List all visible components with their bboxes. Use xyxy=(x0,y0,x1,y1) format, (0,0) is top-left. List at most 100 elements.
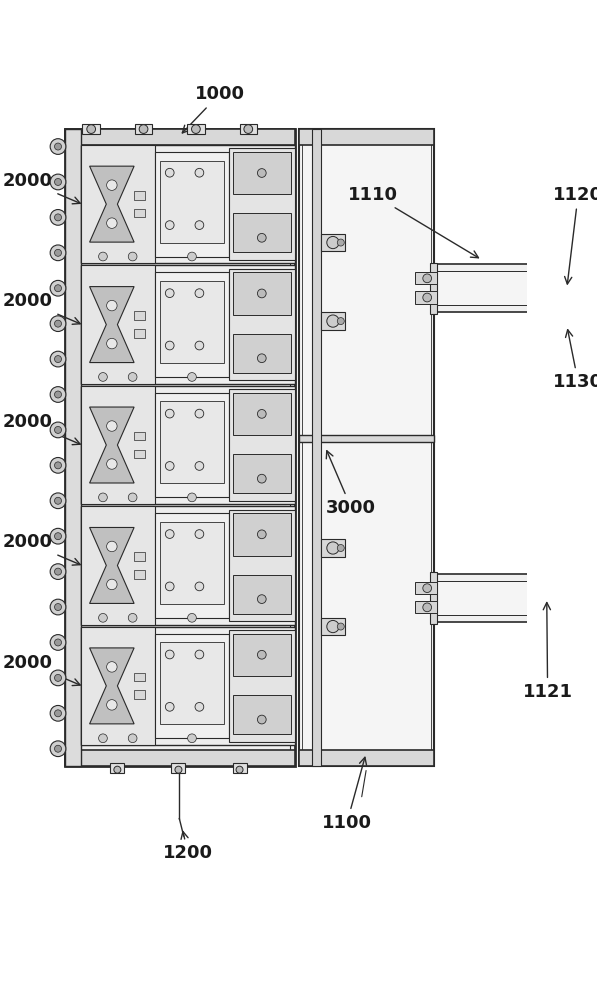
Bar xyxy=(160,642,224,724)
Circle shape xyxy=(50,670,66,686)
Circle shape xyxy=(257,474,266,483)
Circle shape xyxy=(537,576,556,596)
Polygon shape xyxy=(90,527,134,603)
Circle shape xyxy=(537,289,556,308)
Bar xyxy=(134,690,144,699)
Bar xyxy=(69,133,290,762)
Circle shape xyxy=(423,603,432,612)
Circle shape xyxy=(54,249,61,256)
Bar xyxy=(110,763,124,773)
Circle shape xyxy=(257,530,266,539)
Circle shape xyxy=(50,493,66,509)
Bar xyxy=(134,432,144,440)
Bar xyxy=(160,161,224,243)
Circle shape xyxy=(165,582,174,591)
Circle shape xyxy=(195,530,204,538)
Bar xyxy=(81,145,155,263)
Circle shape xyxy=(107,300,117,311)
Bar xyxy=(81,386,155,504)
Bar xyxy=(81,506,155,625)
Bar xyxy=(534,295,554,300)
Circle shape xyxy=(257,595,266,603)
Bar xyxy=(160,522,224,604)
Circle shape xyxy=(50,174,66,190)
Circle shape xyxy=(543,294,551,303)
Circle shape xyxy=(54,533,61,540)
Circle shape xyxy=(50,528,66,544)
Polygon shape xyxy=(90,407,134,483)
Bar xyxy=(434,271,530,305)
Circle shape xyxy=(54,745,61,752)
Bar xyxy=(564,254,570,323)
Circle shape xyxy=(54,285,61,292)
Circle shape xyxy=(327,620,339,633)
Circle shape xyxy=(236,766,243,773)
Circle shape xyxy=(187,613,196,622)
Circle shape xyxy=(107,700,117,710)
Circle shape xyxy=(50,351,66,367)
Circle shape xyxy=(165,168,174,177)
Circle shape xyxy=(327,236,339,249)
Circle shape xyxy=(537,267,556,286)
Bar xyxy=(430,572,437,624)
Polygon shape xyxy=(90,648,134,724)
Bar xyxy=(530,564,564,633)
Circle shape xyxy=(327,542,339,554)
Circle shape xyxy=(337,623,344,630)
Circle shape xyxy=(107,579,117,590)
Circle shape xyxy=(195,650,204,659)
Bar xyxy=(81,145,294,263)
Text: 1121: 1121 xyxy=(522,603,573,701)
Bar xyxy=(134,329,144,338)
Circle shape xyxy=(543,604,551,613)
Circle shape xyxy=(165,650,174,659)
Bar xyxy=(155,152,229,257)
Circle shape xyxy=(195,168,204,177)
Circle shape xyxy=(54,568,61,575)
Text: 2000: 2000 xyxy=(2,533,80,565)
Circle shape xyxy=(257,233,266,242)
Circle shape xyxy=(128,252,137,261)
Circle shape xyxy=(128,734,137,743)
Bar xyxy=(299,750,434,766)
Bar xyxy=(233,454,291,493)
Bar xyxy=(65,129,294,145)
Circle shape xyxy=(107,421,117,431)
Circle shape xyxy=(87,125,96,133)
Circle shape xyxy=(54,710,61,717)
Circle shape xyxy=(54,391,61,398)
Circle shape xyxy=(107,459,117,469)
Bar xyxy=(321,618,345,635)
Bar xyxy=(134,450,144,458)
Circle shape xyxy=(54,356,61,363)
Circle shape xyxy=(165,221,174,229)
Circle shape xyxy=(423,293,432,302)
Bar xyxy=(134,311,144,320)
Bar xyxy=(81,506,294,625)
Bar xyxy=(321,539,345,557)
Circle shape xyxy=(195,582,204,591)
Circle shape xyxy=(195,341,204,350)
Circle shape xyxy=(337,318,344,325)
Circle shape xyxy=(50,457,66,473)
Bar xyxy=(81,386,294,504)
Bar xyxy=(171,763,186,773)
Bar xyxy=(134,673,144,681)
Circle shape xyxy=(50,635,66,650)
Circle shape xyxy=(327,315,339,327)
Bar xyxy=(434,264,530,312)
Circle shape xyxy=(187,252,196,261)
Text: 3000: 3000 xyxy=(326,451,376,517)
Circle shape xyxy=(114,766,121,773)
Circle shape xyxy=(337,545,344,551)
Bar xyxy=(134,191,144,200)
Circle shape xyxy=(50,245,66,261)
Circle shape xyxy=(107,338,117,349)
Circle shape xyxy=(192,125,200,133)
Text: 2000: 2000 xyxy=(2,413,80,445)
Circle shape xyxy=(107,541,117,552)
Circle shape xyxy=(543,582,551,590)
Circle shape xyxy=(50,705,66,721)
Bar xyxy=(233,575,291,614)
Circle shape xyxy=(50,210,66,225)
